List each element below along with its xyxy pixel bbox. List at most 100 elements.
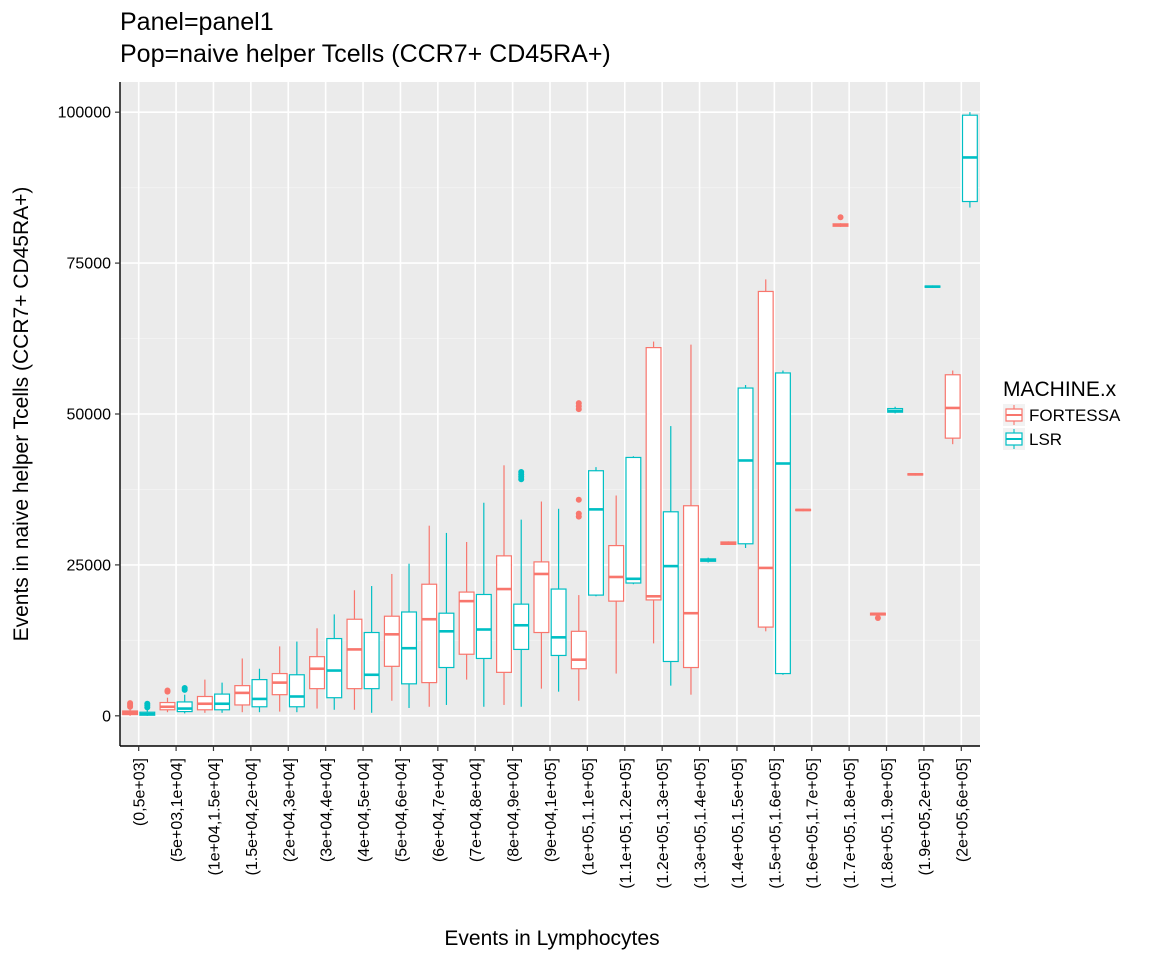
outlier-point [518,468,525,475]
box-body [251,678,268,708]
box-body [383,615,400,667]
box-lsr-14 [662,426,679,686]
box-body [288,674,305,708]
box-body [326,637,343,699]
x-tick-label: (6e+04,7e+04] [431,758,448,862]
box-body [737,387,754,545]
x-tick-label: (1.5e+05,1.6e+05] [767,758,784,889]
box-lsr-7 [401,563,418,708]
x-tick-label: (1.3e+05,1.4e+05] [693,758,710,889]
box-lsr-9 [475,502,492,707]
box-lsr-0 [139,700,156,716]
y-tick-label: 100000 [58,105,111,122]
box-body [682,505,699,669]
box-lsr-4 [288,641,305,713]
box-lsr-15 [700,557,717,563]
x-tick-label: (1.5e+04,2e+04] [244,758,261,875]
chart-subtitle: Pop=naive helper Tcells (CCR7+ CD45RA+) [120,40,611,68]
outlier-point [874,615,881,622]
chart-title: Panel=panel1 [120,8,274,36]
box-body [475,593,492,660]
box-fortessa-6 [346,590,363,710]
box-fortessa-3 [234,658,251,713]
x-tick-label: (1e+04,1.5e+04] [206,758,223,875]
box-lsr-3 [251,668,268,713]
box-body [608,544,625,602]
x-tick-label: (4e+04,5e+04] [356,758,373,862]
box-body [550,588,567,657]
legend-title: MACHINE.x [1003,378,1117,401]
box-fortessa-4 [271,646,288,712]
box-lsr-11 [550,508,567,692]
box-body [587,470,604,596]
box-lsr-16 [737,385,754,549]
y-axis-title: Events in naive helper Tcells (CCR7+ CD4… [10,187,33,642]
box-fortessa-1 [159,687,176,713]
box-body [513,603,530,651]
box-fortessa-13 [608,495,625,674]
y-tick-label: 0 [102,708,111,725]
box-fortessa-9 [458,541,475,680]
x-tick-label: (5e+04,6e+04] [393,758,410,862]
y-tick-label: 75000 [67,256,112,273]
x-tick-label: (1.7e+05,1.8e+05] [842,758,859,889]
box-lsr-17 [774,370,791,675]
y-tick-label: 50000 [67,407,112,424]
outlier-point [144,700,151,707]
box-body [438,612,455,669]
y-tick-label: 25000 [67,557,112,574]
x-tick-labels: (0,5e+03] (5e+03,1e+04] (1e+04,1.5e+04] (1.… [132,746,971,889]
box-fortessa-7 [383,573,400,701]
box-fortessa-11 [533,501,550,689]
x-tick-label: (2e+05,6e+05] [954,758,971,862]
x-tick-label: (1.4e+05,1.5e+05] [730,758,747,889]
x-tick-label: (0,5e+03] [132,758,149,826]
box-fortessa-18 [795,508,812,512]
gridlines [120,82,980,746]
legend-item-lsr: LSR [1003,428,1062,450]
x-tick-label: (1.8e+05,1.9e+05] [880,758,897,889]
x-tick-label: (7e+04,8e+04] [468,758,485,862]
box-lsr-13 [625,456,642,585]
box-fortessa-10 [496,465,513,705]
box-fortessa-14 [645,341,662,644]
box-fortessa-22 [944,370,961,445]
box-body [774,372,791,675]
x-tick-label: (1.1e+05,1.2e+05] [618,758,635,889]
outlier-point [127,700,134,707]
box-fortessa-21 [907,473,924,476]
box-body [363,631,380,690]
box-lsr-12 [587,467,604,597]
legend: MACHINE.x FORTESSA LSR [1003,378,1121,450]
box-body [496,555,513,673]
box-lsr-6 [363,586,380,713]
box-body [176,701,193,713]
box-lsr-22 [961,112,978,208]
box-fortessa-12 [570,400,587,701]
outlier-point [181,685,188,692]
box-body [214,693,231,711]
x-tick-label: (9e+04,1e+05] [543,758,560,862]
x-axis-title: Events in Lymphocytes [444,927,659,950]
box-body [234,685,251,706]
x-tick-label: (2e+04,3e+04] [281,758,298,862]
box-fortessa-8 [421,525,438,707]
box-fortessa-15 [682,344,699,695]
box-lsr-8 [438,532,455,705]
outlier-point [164,687,171,694]
box-lsr-20 [887,406,904,414]
y-tick-labels: 0 25000 50000 75000 100000 [58,105,120,725]
outlier-point [575,400,582,407]
x-tick-label: (1.9e+05,2e+05] [917,758,934,875]
box-lsr-5 [326,614,343,710]
box-body [271,672,288,696]
box-fortessa-16 [720,541,737,545]
legend-label: LSR [1029,430,1062,449]
box-fortessa-0 [122,700,139,716]
box-body [346,618,363,690]
x-tick-label: (1.2e+05,1.3e+05] [655,758,672,889]
box-fortessa-2 [196,679,213,713]
box-fortessa-17 [757,279,774,632]
legend-label: FORTESSA [1029,406,1121,425]
box-lsr-10 [513,468,530,707]
